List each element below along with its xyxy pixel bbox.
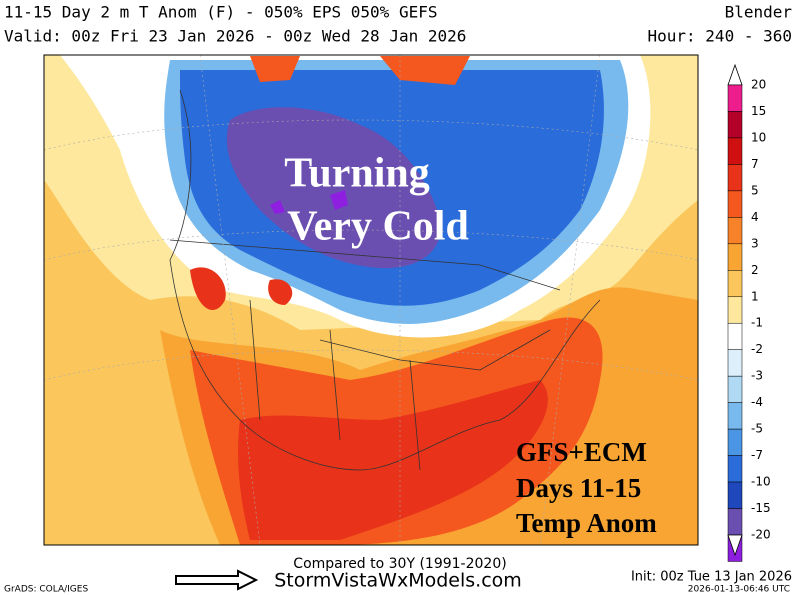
comparison: Compared to 30Y (1991-2020) — [293, 556, 506, 572]
colorbar-swatch — [727, 270, 743, 298]
colorbar-swatch — [727, 84, 743, 112]
arrow — [175, 569, 259, 591]
graticule — [44, 55, 698, 545]
colorbar-swatch — [727, 190, 743, 218]
colorbar-swatch — [727, 322, 743, 350]
colorbar-label: 7 — [751, 157, 759, 171]
colorbar-label: 1 — [751, 289, 759, 303]
colorbar-label: -20 — [751, 528, 771, 542]
valid-time: Valid: 00z Fri 23 Jan 2026 - 00z Wed 28 … — [4, 27, 466, 46]
source: Blender — [725, 3, 793, 22]
annotation-main: Very Cold — [287, 204, 469, 250]
grads-credit: GrADS: COLA/IGES — [4, 585, 88, 595]
annotation-note: GFS+ECM — [516, 437, 647, 467]
colorbar-swatch — [727, 111, 743, 139]
colorbar-swatch — [727, 481, 743, 509]
colorbar-label: -3 — [751, 369, 763, 383]
colorbar-label: -10 — [751, 475, 771, 489]
colorbar-swatch — [727, 217, 743, 245]
colorbar-label: -7 — [751, 448, 763, 462]
colorbar-swatch — [727, 296, 743, 324]
colorbar-swatch — [727, 455, 743, 483]
annotation-main: Turning — [284, 151, 430, 197]
colorbar-label: 2 — [751, 263, 759, 277]
colorbar-label: 15 — [751, 104, 766, 118]
site: StormVistaWxModels.com — [274, 570, 522, 592]
colorbar: 20 15 10 7 5 4 3 2 1 -1 -2 -3 -4 -5 -7 -10 -15 -20 — [727, 63, 771, 562]
colorbar-swatch — [727, 349, 743, 377]
borders — [169, 89, 601, 471]
colorbar-label: 20 — [751, 78, 766, 92]
colorbar-label: -4 — [751, 395, 763, 409]
colorbar-swatch — [727, 164, 743, 192]
colorbar-swatch — [727, 402, 743, 430]
title: 11-15 Day 2 m T Anom (F) - 050% EPS 050%… — [4, 3, 437, 22]
init-time: Init: 00z Tue 13 Jan 2026 — [631, 570, 792, 585]
colorbar-label: 3 — [751, 236, 759, 250]
colorbar-swatch — [727, 508, 743, 536]
colorbar-label: 4 — [751, 210, 759, 224]
colorbar-swatch — [727, 375, 743, 403]
colorbar-label: 5 — [751, 183, 759, 197]
colorbar-label: -1 — [751, 316, 763, 330]
colorbar-label: -15 — [751, 501, 771, 515]
colorbar-swatch — [727, 243, 743, 271]
annotation-note: Days 11-15 — [516, 473, 641, 503]
colorbar-swatch — [727, 428, 743, 456]
map: Turning Very Cold GFS+ECM Days 11-15 Tem… — [44, 55, 698, 545]
colorbar-label: 10 — [751, 130, 766, 144]
forecast-hour: Hour: 240 - 360 — [648, 27, 793, 46]
map-frame — [43, 54, 699, 546]
colorbar-label: -2 — [751, 342, 763, 356]
annotation-note: Temp Anom — [516, 508, 657, 538]
colorbar-end — [727, 63, 743, 86]
colorbar-end — [727, 534, 743, 557]
timestamp: 2026-01-13-06:46 UTC — [688, 585, 790, 595]
colorbar-swatch — [727, 137, 743, 165]
colorbar-label: -5 — [751, 422, 763, 436]
